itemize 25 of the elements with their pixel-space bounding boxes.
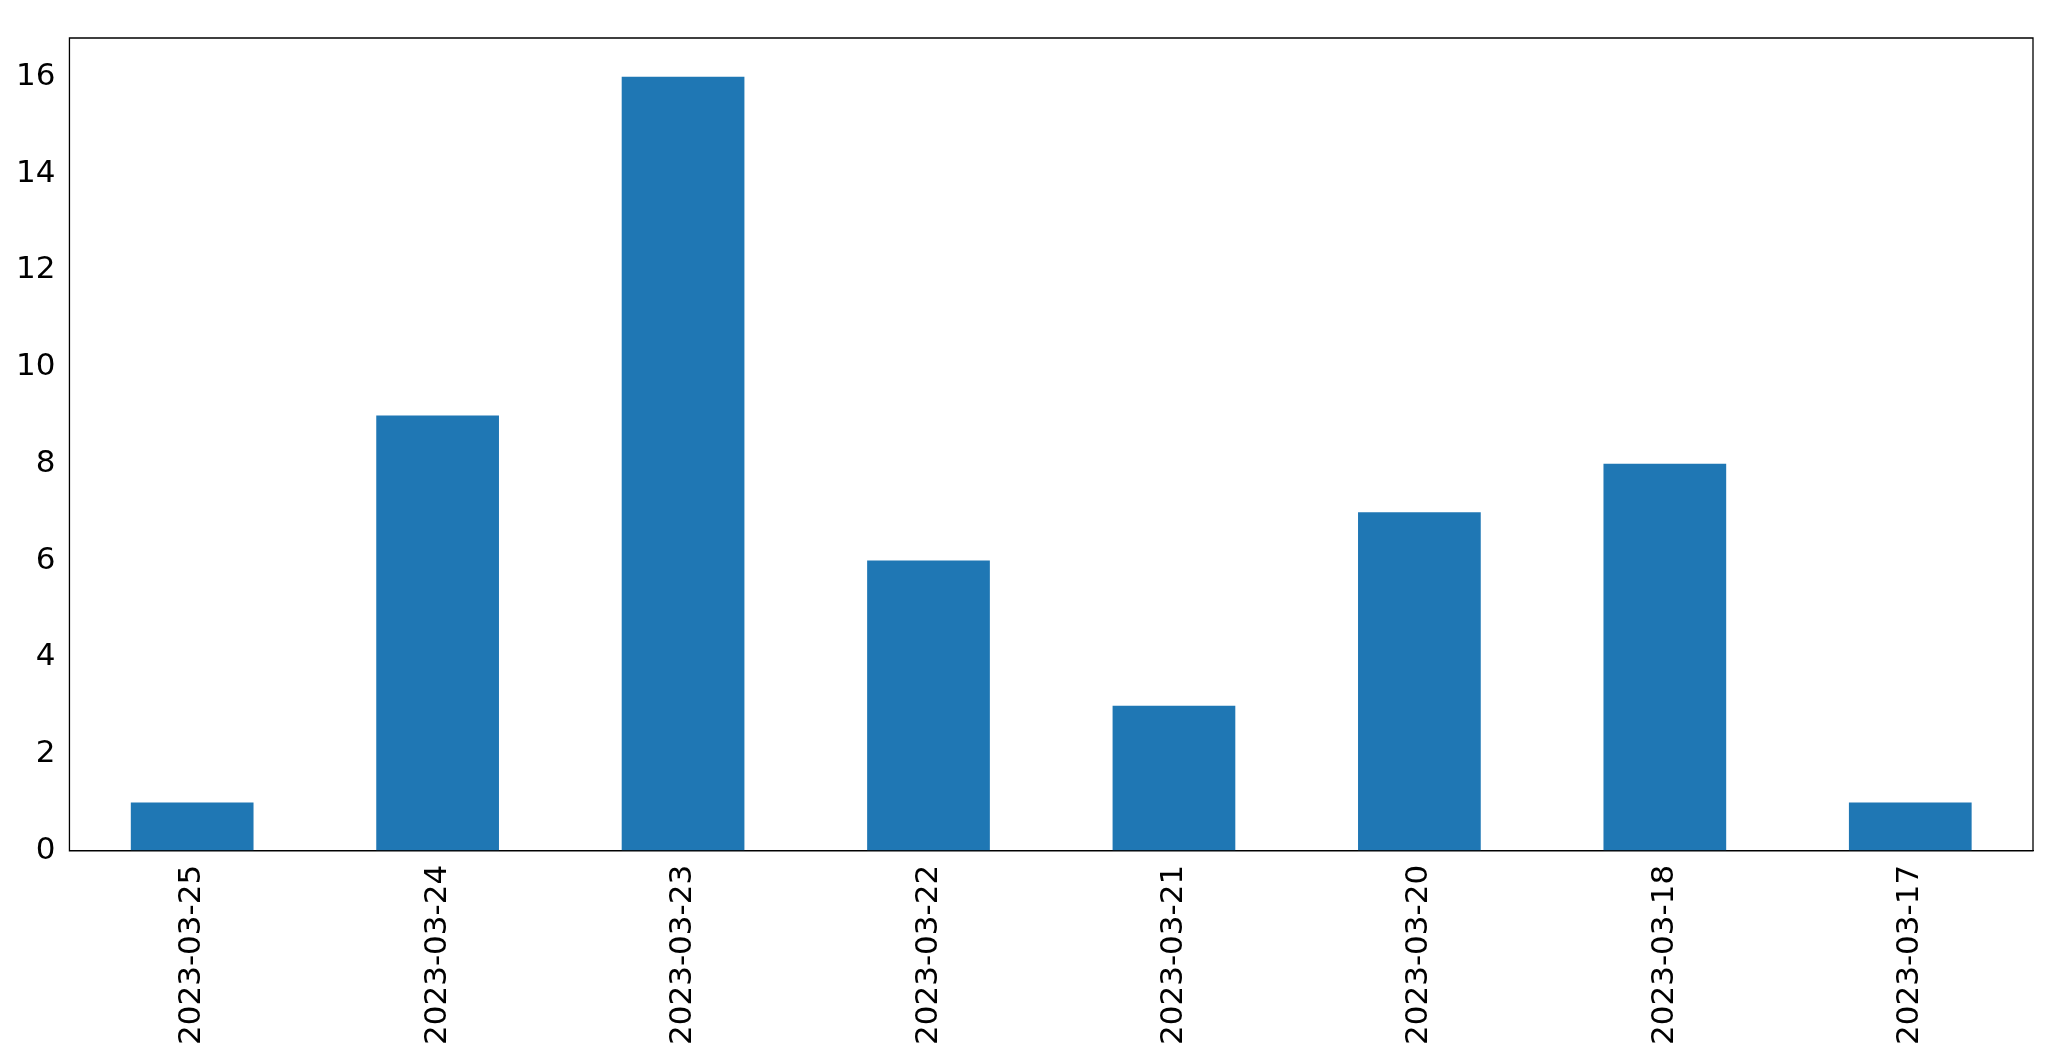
x-tick-label: 2023-03-23	[662, 864, 699, 1046]
y-tick-label: 16	[15, 55, 56, 92]
bar	[376, 415, 499, 851]
bar	[130, 802, 254, 851]
x-tick-label: 2023-03-18	[1643, 864, 1680, 1046]
y-tick-label: 6	[35, 539, 56, 576]
y-tick-label: 12	[15, 249, 56, 286]
bar	[1603, 463, 1727, 851]
y-tick-label: 0	[35, 829, 56, 866]
bar	[1358, 512, 1481, 851]
x-tick-label: 2023-03-22	[907, 864, 944, 1046]
bar	[1848, 802, 1972, 851]
x-tick-label: 2023-03-20	[1398, 864, 1435, 1046]
bar	[867, 560, 990, 851]
y-tick-label: 4	[35, 636, 56, 673]
bar	[621, 76, 745, 851]
bar	[1112, 705, 1236, 851]
y-tick-label: 2	[35, 733, 56, 770]
x-tick-label: 2023-03-21	[1152, 864, 1189, 1046]
y-tick-label: 8	[35, 442, 56, 479]
y-tick-label: 14	[15, 152, 56, 189]
x-tick-label: 2023-03-24	[416, 864, 453, 1046]
x-tick-label: 2023-03-25	[171, 864, 208, 1046]
y-tick-label: 10	[15, 346, 56, 383]
x-tick-label: 2023-03-17	[1889, 864, 1926, 1046]
